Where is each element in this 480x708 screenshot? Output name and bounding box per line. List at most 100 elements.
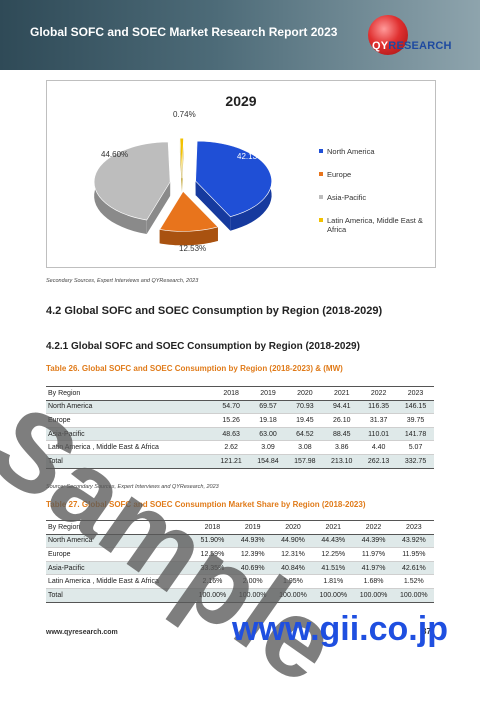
table26-cell: 31.37: [360, 413, 398, 428]
table27-cell: 44.39%: [353, 534, 394, 549]
table27-row: Total 100.00% 100.00% 100.00% 100.00% 100.00%…: [46, 588, 434, 603]
table26-row: North America 54.70 69.57 70.93 94.41 116.35 1…: [46, 400, 434, 415]
legend-item: Asia-Pacific: [319, 193, 437, 202]
logo-text: QYRESEARCH: [372, 40, 452, 52]
legend-item: North America: [319, 147, 437, 156]
table27-header-row: By Region 2018 2019 2020 2021 2022 2023: [46, 520, 434, 535]
table26-cell: 19.18: [249, 413, 287, 428]
table27-cell: 11.97%: [353, 547, 394, 562]
table26-cell: 94.41: [323, 400, 361, 415]
table27-cell: 40.84%: [272, 561, 314, 576]
table26-cell: 5.07: [397, 440, 434, 455]
legend-swatch: [319, 218, 323, 222]
table26-cell: 213.10: [323, 454, 361, 469]
section-heading-4-2: 4.2 Global SOFC and SOEC Consumption by …: [46, 305, 383, 317]
table26-row: Total 121.21 154.84 157.98 213.10 262.13 332.7…: [46, 454, 434, 469]
table27-caption: Table 27. Global SOFC and SOEC Consumpti…: [46, 500, 366, 509]
table26-cell: 3.08: [286, 440, 324, 455]
table26-cell: 2.62: [212, 440, 250, 455]
pie-chart-box: 2029 42.13% 12.53% 44.60% 0.74% North Ameri…: [46, 80, 436, 268]
table27-cell: 1.81%: [313, 574, 354, 589]
table26-cell: 3.09: [249, 440, 287, 455]
table27-cell: Europe: [46, 547, 193, 562]
table27-cell: 2023: [393, 520, 434, 535]
table26-cell: 262.13: [360, 454, 398, 469]
table27-cell: 2020: [272, 520, 314, 535]
table27-cell: 100.00%: [353, 588, 394, 603]
table26-row: Asia-Pacific 48.63 63.00 64.52 88.45 110.01 14…: [46, 427, 434, 442]
table27-cell: 12.31%: [272, 547, 314, 562]
table27-cell: 41.51%: [313, 561, 354, 576]
pie-slice-north-america: [195, 140, 272, 218]
table26-cell: 2020: [286, 386, 324, 401]
table27-cell: By Region: [46, 520, 193, 535]
table26-cell: 2023: [397, 386, 434, 401]
report-title: Global SOFC and SOEC Market Research Rep…: [30, 25, 338, 39]
table27-cell: 40.69%: [232, 561, 273, 576]
table26-cell: 154.84: [249, 454, 287, 469]
chart-source: Secondary Sources, Expert Interviews and…: [46, 278, 199, 284]
table26-cell: 110.01: [360, 427, 398, 442]
page-number: 37: [422, 627, 431, 636]
footer-url: www.qyresearch.com: [46, 629, 118, 636]
table27-cell: 12.59%: [192, 547, 233, 562]
gii-watermark: www.gii.co.jp: [232, 610, 448, 648]
table27-cell: 42.61%: [393, 561, 434, 576]
table26-cell: 54.70: [212, 400, 250, 415]
table27-cell: Latin America , Middle East & Africa: [46, 574, 193, 589]
table26: By Region 2018 2019 2020 2021 2022 2023 North A…: [46, 386, 434, 469]
table27-cell: 2.16%: [192, 574, 233, 589]
table26-cell: 48.63: [212, 427, 250, 442]
table27-row: Asia-Pacific 33.35% 40.69% 40.84% 41.51% 41.9…: [46, 561, 434, 576]
logo-globe-icon: [368, 15, 408, 55]
table27-cell: 33.35%: [192, 561, 233, 576]
pie-data-label: 44.60%: [101, 150, 128, 159]
table27-cell: 1.95%: [272, 574, 314, 589]
table27-cell: 100.00%: [313, 588, 354, 603]
table26-cell: Asia-Pacific: [46, 427, 213, 442]
table26-cell: 2019: [249, 386, 287, 401]
table26-cell: Total: [46, 454, 213, 469]
chart-legend: North America Europe Asia-Pacific Latin Ame…: [319, 147, 437, 248]
table26-cell: 39.75: [397, 413, 434, 428]
table27-cell: 2021: [313, 520, 354, 535]
table26-cell: 3.86: [323, 440, 361, 455]
table27-cell: North America: [46, 534, 193, 549]
table26-cell: 116.35: [360, 400, 398, 415]
chart-title: 2029: [225, 93, 257, 109]
table26-cell: 121.21: [212, 454, 250, 469]
pie-slice-wall: [195, 181, 231, 231]
table27-cell: 100.00%: [272, 588, 314, 603]
table27-cell: 1.68%: [353, 574, 394, 589]
table27-row: Latin America , Middle East & Africa 2.16…: [46, 574, 434, 589]
table26-cell: 15.26: [212, 413, 250, 428]
legend-label: Europe: [327, 170, 352, 179]
table26-cell: 2021: [323, 386, 361, 401]
qyresearch-logo: QYRESEARCH: [364, 12, 464, 60]
table26-caption: Table 26. Global SOFC and SOEC Consumpti…: [46, 364, 343, 373]
pie-data-label: 0.74%: [173, 110, 196, 119]
table26-cell: 64.52: [286, 427, 324, 442]
table27-cell: 100.00%: [232, 588, 273, 603]
legend-item: Europe: [319, 170, 437, 179]
legend-item: Latin America, Middle East & Africa: [319, 216, 437, 234]
table27-cell: 44.90%: [272, 534, 314, 549]
table26-cell: 332.75: [397, 454, 434, 469]
table27: By Region 2018 2019 2020 2021 2022 2023 North A…: [46, 520, 434, 603]
pie-data-label: 42.13%: [237, 152, 264, 161]
pie-data-label: 12.53%: [179, 244, 206, 253]
legend-swatch: [319, 172, 323, 176]
pie-slice-asia-pacific: [93, 141, 171, 221]
legend-label: North America: [327, 147, 375, 156]
legend-label: Latin America, Middle East & Africa: [327, 216, 423, 234]
table27-row: Europe 12.59% 12.39% 12.31% 12.25% 11.97% 11.9…: [46, 547, 434, 562]
table27-cell: Asia-Pacific: [46, 561, 193, 576]
legend-label: Asia-Pacific: [327, 193, 367, 202]
table27-cell: 12.39%: [232, 547, 273, 562]
table27-cell: 51.90%: [192, 534, 233, 549]
table27-cell: 43.92%: [393, 534, 434, 549]
pie-slice-wall: [146, 181, 171, 235]
report-header: Global SOFC and SOEC Market Research Rep…: [0, 0, 480, 70]
section-heading-4-2-1: 4.2.1 Global SOFC and SOEC Consumption b…: [46, 341, 360, 352]
table26-row: Europe 15.26 19.18 19.45 26.10 31.37 39.75: [46, 413, 434, 428]
